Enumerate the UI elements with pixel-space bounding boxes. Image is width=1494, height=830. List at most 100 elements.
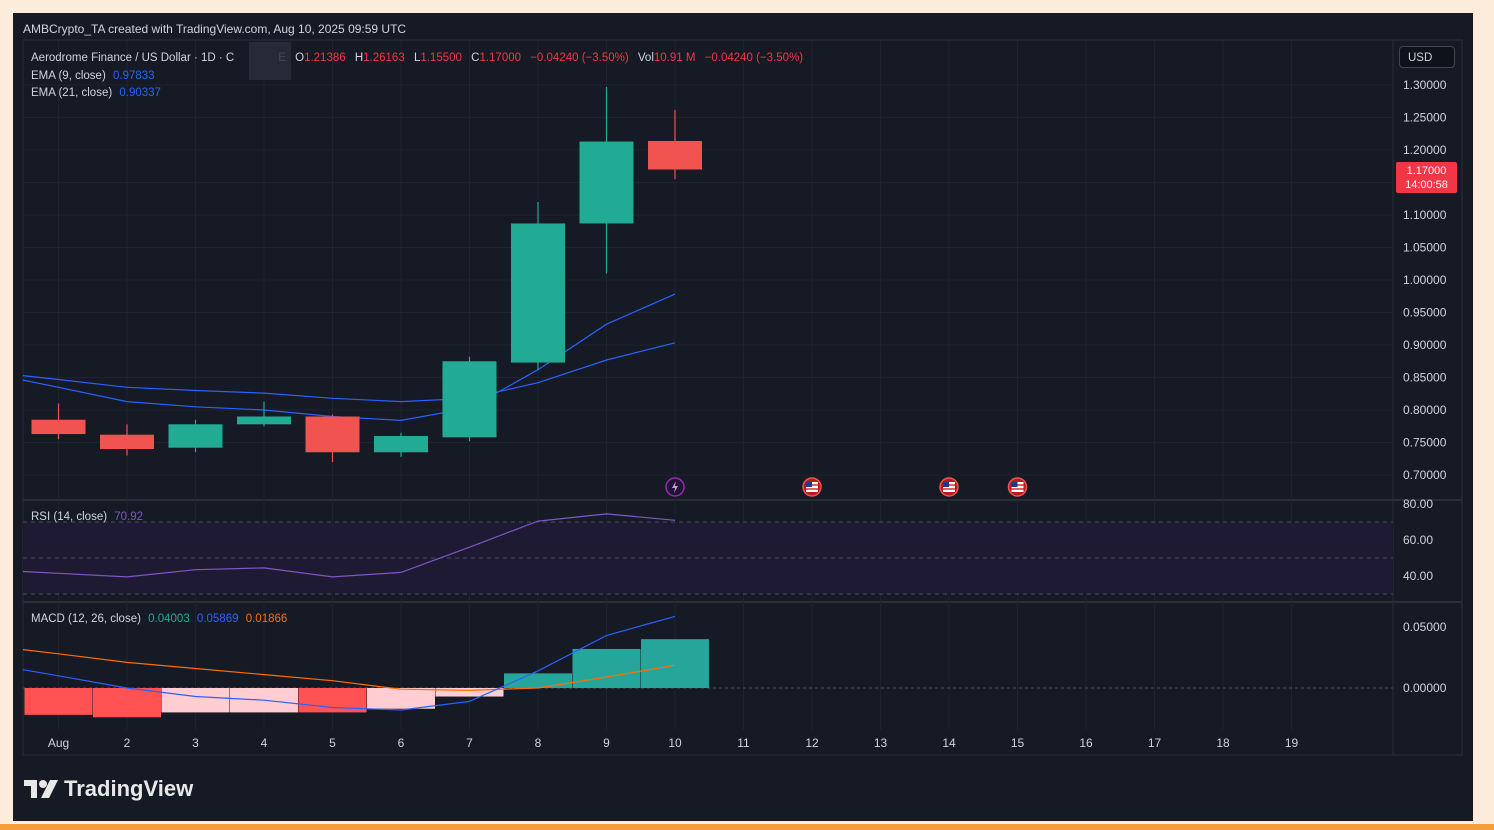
ema21-label: EMA (21, close) [31,87,113,99]
lightning-icon [672,481,678,493]
macd-histogram-bar [93,688,161,718]
ema9-label: EMA (9, close) [31,69,106,82]
price-tick-label: 0.80000 [1403,403,1447,417]
time-tick-label: 18 [1216,736,1230,750]
plot-area [22,39,1463,756]
rsi-tick-label: 60.00 [1403,533,1433,547]
ema21-value: 0.90337 [119,87,161,99]
time-tick-label: 8 [535,736,542,750]
macd-histogram-bar [572,648,641,688]
rsi-value: 70.92 [114,511,144,523]
time-tick-label: 11 [737,736,750,750]
rsi-line [22,513,676,578]
bottom-accent-bar [0,824,1494,830]
rsi-tick-label: 40.00 [1403,569,1433,583]
price-tick-label: 1.20000 [1403,143,1447,157]
us-flag-canton [943,482,949,487]
price-tick-label: 0.85000 [1403,371,1447,385]
symbol-name[interactable]: Aerodrome Finance / US Dollar · 1D · C [31,52,235,64]
macd-line [22,615,676,711]
time-tick-label: 14 [942,736,956,750]
macd-tick-label: 0.05000 [1403,620,1447,634]
price-tick-label: 0.95000 [1403,306,1447,320]
time-tick-label: 12 [805,736,819,750]
macd-signal-line [22,649,676,692]
price-tick-label: 1.25000 [1403,111,1447,125]
macd-histogram-bar [161,688,230,713]
candle-body [100,434,154,449]
tradingview-logo[interactable]: TradingView [24,776,193,802]
price-tick-label: 1.30000 [1403,78,1447,92]
open-label: O [295,52,305,64]
tradingview-logo-icon [24,780,58,798]
time-tick-label: 15 [1011,736,1025,750]
price-tick-label: 1.10000 [1403,208,1447,222]
rsi-legend[interactable]: RSI (14, close) 70.92 [31,511,143,523]
candle-body [579,141,634,224]
macd-signal-value: 0.01866 [245,613,288,625]
time-tick-label: 19 [1285,736,1299,750]
last-price: 1.17000 [1406,165,1447,177]
macd-tick-label: 0.00000 [1403,681,1447,695]
time-tick-label: 10 [668,736,682,750]
last-price-tag: 1.17000 14:00:58 [1396,162,1457,193]
candle-body [442,361,497,438]
currency-button[interactable]: USD [1399,46,1455,68]
us-flag-canton [806,482,812,487]
bar-countdown: 14:00:58 [1405,179,1448,191]
time-tick-label: 13 [874,736,888,750]
candle-body [237,416,291,425]
us-flag-canton [1011,482,1018,487]
rsi-band [23,522,1393,594]
macd-hist-value: 0.04003 [148,613,190,625]
low-label: L [413,52,421,64]
ema9-row[interactable]: EMA (9, close) 0.97833 [31,68,803,86]
volume-value: 10.91 M [653,52,696,64]
macd-legend[interactable]: MACD (12, 26, close) 0.04003 0.05869 0.0… [31,613,287,625]
candle-body [305,416,360,453]
brand-name: TradingView [64,776,194,801]
price-tick-label: 0.70000 [1403,468,1447,482]
rsi-tick-label: 80.00 [1403,497,1433,511]
macd-label: MACD (12, 26, close) [31,613,141,625]
volume-label: Vol [637,52,654,64]
price-tick-label: 0.90000 [1403,338,1447,352]
close-value: 1.17000 [479,52,522,64]
candle-body [31,419,86,435]
redacted-region [249,42,291,80]
high-label: H [354,52,364,64]
time-tick-label: 16 [1079,736,1093,750]
time-tick-label: 7 [466,736,473,750]
time-tick-label: Aug [48,736,69,750]
symbol-legend: Aerodrome Finance / US Dollar · 1D · CE … [31,50,803,103]
macd-histogram-bar [24,688,93,715]
price-tick-label: 1.05000 [1403,241,1447,255]
ema21-row[interactable]: EMA (21, close) 0.90337 [31,85,803,103]
price-tick-label: 1.00000 [1403,273,1447,287]
time-tick-label: 2 [124,736,131,750]
change-value: −0.04240 (−3.50%) [530,52,629,64]
ema9-value: 0.97833 [112,69,155,82]
candle-body [511,223,565,363]
candle-body [648,140,702,170]
publish-caption: AMBCrypto_TA created with TradingView.co… [23,22,407,36]
ohlc-row: Aerodrome Finance / US Dollar · 1D · CE … [31,50,803,68]
macd-histogram-bar [435,688,504,697]
low-value: 1.15500 [420,52,462,64]
volume-change: −0.04240 (−3.50%) [704,52,804,64]
macd-histogram-bar [367,688,435,709]
open-value: 1.21386 [304,52,346,64]
ema21-line [22,342,676,403]
close-label: C [471,52,480,64]
time-tick-label: 17 [1148,736,1162,750]
macd-histogram-bar [641,639,709,688]
macd-histogram-bar [504,673,572,688]
price-tick-label: 0.75000 [1403,436,1447,450]
macd-line-value: 0.05869 [196,613,239,625]
time-tick-label: 9 [603,736,610,750]
time-tick-label: 5 [329,736,336,750]
candle-body [168,424,223,448]
high-value: 1.26163 [363,52,405,64]
candle-body [374,436,428,453]
